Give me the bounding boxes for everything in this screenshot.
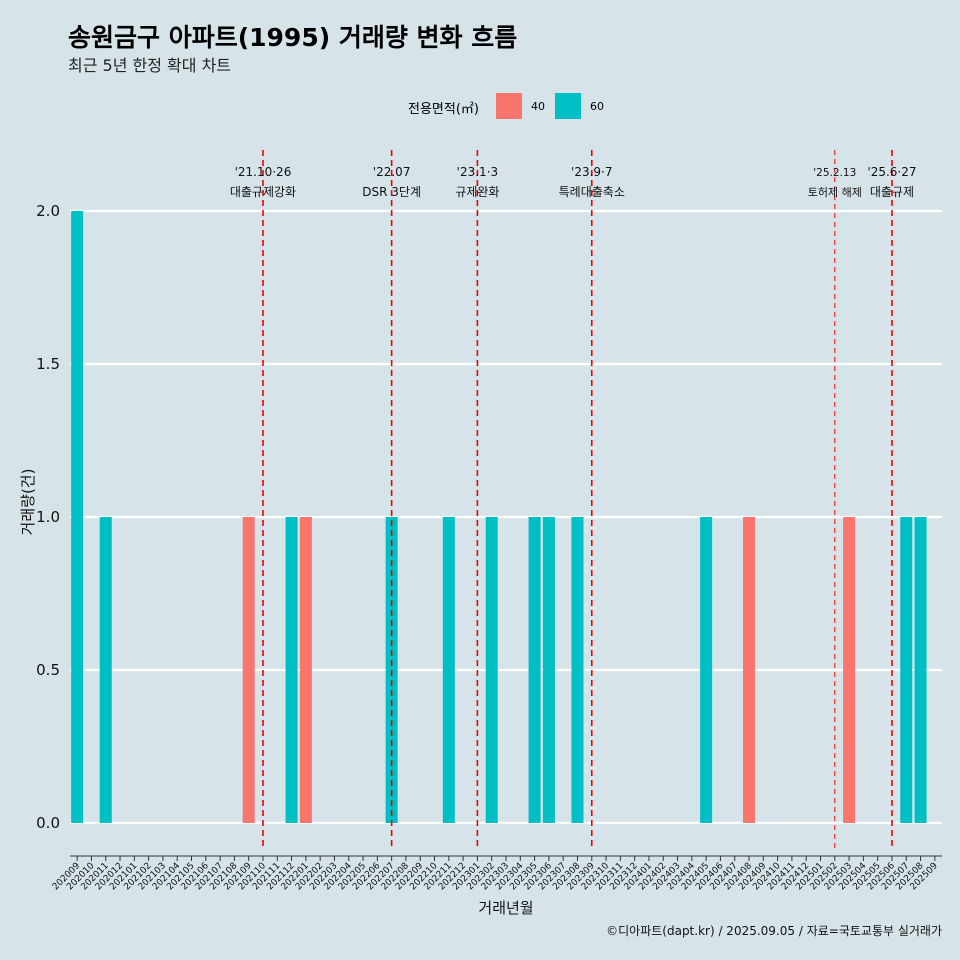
event-date: '23.9·7: [571, 165, 612, 179]
event-date: '22.07: [373, 165, 411, 179]
bar-60-202011: [99, 517, 112, 823]
bar-60-202211: [442, 517, 455, 823]
event-date: '21.10·26: [235, 165, 292, 179]
event-date: '25.2.13: [813, 167, 856, 179]
bar-60-202302: [485, 517, 498, 823]
event-label: 대출규제: [870, 185, 914, 199]
chart-title: 송원금구 아파트(1995) 거래량 변화 흐름: [68, 23, 518, 52]
legend-label-40: 40: [531, 100, 545, 113]
y-tick-label: 0.5: [36, 661, 60, 679]
event-label: DSR 3단계: [362, 185, 421, 199]
bar-60-202009: [71, 211, 84, 823]
bar-40-202503: [843, 517, 856, 823]
bar-60-202306: [542, 517, 555, 823]
bar-60-202508: [914, 517, 927, 823]
legend-key-60: [555, 93, 581, 119]
legend-key-40: [496, 93, 522, 119]
chart-subtitle: 최근 5년 한정 확대 차트: [68, 56, 232, 75]
event-label: 대출규제강화: [230, 185, 296, 199]
bar-60-202308: [571, 517, 584, 823]
y-tick-label: 2.0: [36, 202, 60, 220]
bar-60-202112: [285, 517, 298, 823]
event-date: '23.1·3: [457, 165, 498, 179]
legend-label-60: 60: [590, 100, 604, 113]
y-axis-title: 거래량(건): [19, 469, 37, 536]
event-label: 토허제 해제: [808, 185, 862, 199]
bar-60-202305: [528, 517, 541, 823]
event-label: 규제완화: [455, 185, 499, 199]
legend: 전용면적(㎡) 40 60: [0, 93, 960, 121]
event-date: '25.6·27: [867, 165, 916, 179]
bar-40-202201: [299, 517, 312, 823]
bar-40-202109: [242, 517, 255, 823]
bar-60-202405: [700, 517, 713, 823]
bar-40-202408: [743, 517, 756, 823]
y-tick-label: 1.0: [36, 508, 60, 526]
y-tick-label: 1.5: [36, 355, 60, 373]
bar-60-202507: [900, 517, 913, 823]
event-label: 특례대출축소: [559, 185, 625, 199]
x-axis-title: 거래년월: [478, 899, 533, 917]
source-caption: ©디아파트(dapt.kr) / 2025.09.05 / 자료=국토교통부 실…: [606, 924, 942, 938]
legend-title: 전용면적(㎡): [408, 102, 479, 117]
y-tick-label: 0.0: [36, 814, 60, 832]
